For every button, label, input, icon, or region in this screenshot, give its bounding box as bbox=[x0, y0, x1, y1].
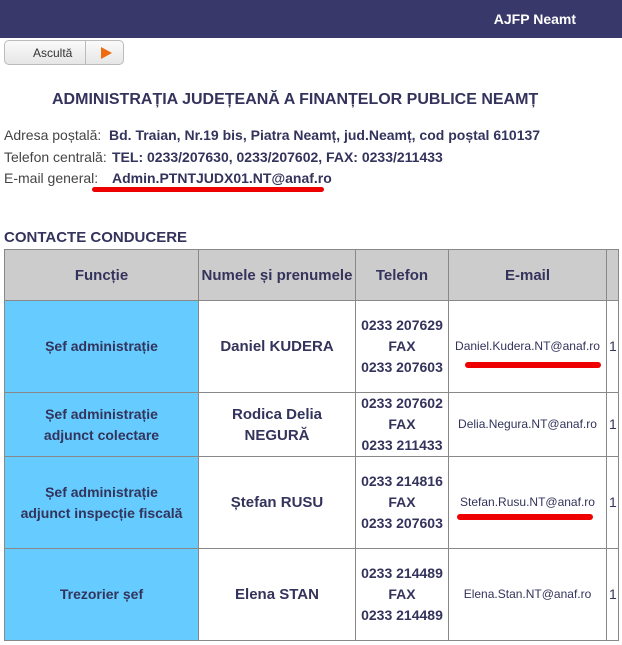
phone: 0233 214489 bbox=[361, 565, 443, 581]
label: Telefon centrală: bbox=[4, 149, 107, 165]
email-cell: Stefan.Rusu.NT@anaf.ro bbox=[448, 456, 607, 549]
phone: 0233 207629 bbox=[361, 317, 443, 333]
email-link[interactable]: Stefan.Rusu.NT@anaf.ro bbox=[460, 495, 595, 509]
phone-cell: 0233 214816 FAX 0233 207603 bbox=[355, 456, 449, 549]
function-cell: Trezorier șef bbox=[4, 548, 199, 641]
table-row: Trezorier șef Elena STAN 0233 214489 FAX 0… bbox=[4, 548, 619, 641]
table-row: Șef administrație adjunct inspecție fisc… bbox=[4, 456, 619, 549]
col-name: Numele și prenumele bbox=[198, 249, 356, 301]
section-title: CONTACTE CONDUCERE bbox=[4, 229, 188, 246]
play-icon[interactable] bbox=[101, 47, 112, 59]
phone-central: Telefon centrală: TEL: 0233/207630, 0233/… bbox=[4, 149, 443, 165]
listen-label: Ascultă bbox=[33, 46, 73, 60]
col-function: Funcție bbox=[4, 249, 199, 301]
red-underline bbox=[92, 187, 324, 192]
value: Bd. Traian, Nr.19 bis, Piatra Neamț, jud… bbox=[109, 127, 541, 143]
phone-cell: 0233 214489 FAX 0233 214489 bbox=[355, 548, 449, 641]
extra-cell: 1 bbox=[606, 456, 619, 549]
contacts-table: Funcție Numele și prenumele Telefon E-ma… bbox=[4, 249, 619, 641]
table-row: Șef administrație adjunct colectare Rodi… bbox=[4, 392, 619, 457]
phone: 0233 214816 bbox=[361, 473, 443, 489]
extra-cell: 1 bbox=[606, 392, 619, 457]
listen-button[interactable]: Ascultă bbox=[4, 40, 124, 65]
phone-cell: 0233 207602 FAX 0233 211433 bbox=[355, 392, 449, 457]
col-extra bbox=[606, 249, 619, 301]
value[interactable]: Admin.PTNTJUDX01.NT@anaf.ro bbox=[112, 170, 332, 186]
divider bbox=[85, 40, 86, 65]
name-cell: Ștefan RUSU bbox=[198, 456, 356, 549]
email-cell: Delia.Negura.NT@anaf.ro bbox=[448, 392, 607, 457]
email-link[interactable]: Delia.Negura.NT@anaf.ro bbox=[458, 417, 597, 431]
col-email: E-mail bbox=[448, 249, 607, 301]
fax: 0233 214489 bbox=[361, 607, 443, 623]
fax: 0233 207603 bbox=[361, 515, 443, 531]
phone-cell: 0233 207629 FAX 0233 207603 bbox=[355, 300, 449, 393]
page-title: ADMINISTRAȚIA JUDEȚEANĂ A FINANȚELOR PUB… bbox=[52, 91, 539, 108]
function-cell: Șef administrație bbox=[4, 300, 199, 393]
name-cell: Elena STAN bbox=[198, 548, 356, 641]
email-link[interactable]: Elena.Stan.NT@anaf.ro bbox=[463, 587, 592, 601]
fax-label: FAX bbox=[388, 338, 416, 354]
label: Adresa poștală: bbox=[4, 127, 102, 143]
function-cell: Șef administrație adjunct colectare bbox=[4, 392, 199, 457]
postal-address: Adresa poștală: Bd. Traian, Nr.19 bis, Pi… bbox=[4, 127, 540, 143]
top-bar: AJFP Neamt bbox=[0, 0, 622, 38]
fax-label: FAX bbox=[388, 586, 416, 602]
function-cell: Șef administrație adjunct inspecție fisc… bbox=[4, 456, 199, 549]
general-email: E-mail general: Admin.PTNTJUDX01.NT@anaf.… bbox=[4, 170, 332, 186]
value: TEL: 0233/207630, 0233/207602, FAX: 0233… bbox=[112, 149, 443, 165]
email-link[interactable]: Daniel.Kudera.NT@anaf.ro bbox=[455, 339, 600, 353]
fax-label: FAX bbox=[388, 416, 416, 432]
extra-cell: 1 bbox=[606, 548, 619, 641]
site-title: AJFP Neamt bbox=[493, 11, 576, 27]
table-header: Funcție Numele și prenumele Telefon E-ma… bbox=[4, 249, 619, 301]
red-underline bbox=[457, 514, 593, 520]
table-row: Șef administrație Daniel KUDERA 0233 207… bbox=[4, 300, 619, 393]
label: E-mail general: bbox=[4, 170, 99, 186]
email-cell: Elena.Stan.NT@anaf.ro bbox=[448, 548, 607, 641]
extra-cell: 1 bbox=[606, 300, 619, 393]
name-cell: Rodica Delia NEGURĂ bbox=[198, 392, 356, 457]
phone: 0233 207602 bbox=[361, 395, 443, 411]
name-cell: Daniel KUDERA bbox=[198, 300, 356, 393]
fax: 0233 207603 bbox=[361, 359, 443, 375]
fax: 0233 211433 bbox=[361, 437, 443, 453]
red-underline bbox=[465, 362, 601, 368]
col-phone: Telefon bbox=[355, 249, 449, 301]
fax-label: FAX bbox=[388, 494, 416, 510]
email-cell: Daniel.Kudera.NT@anaf.ro bbox=[448, 300, 607, 393]
